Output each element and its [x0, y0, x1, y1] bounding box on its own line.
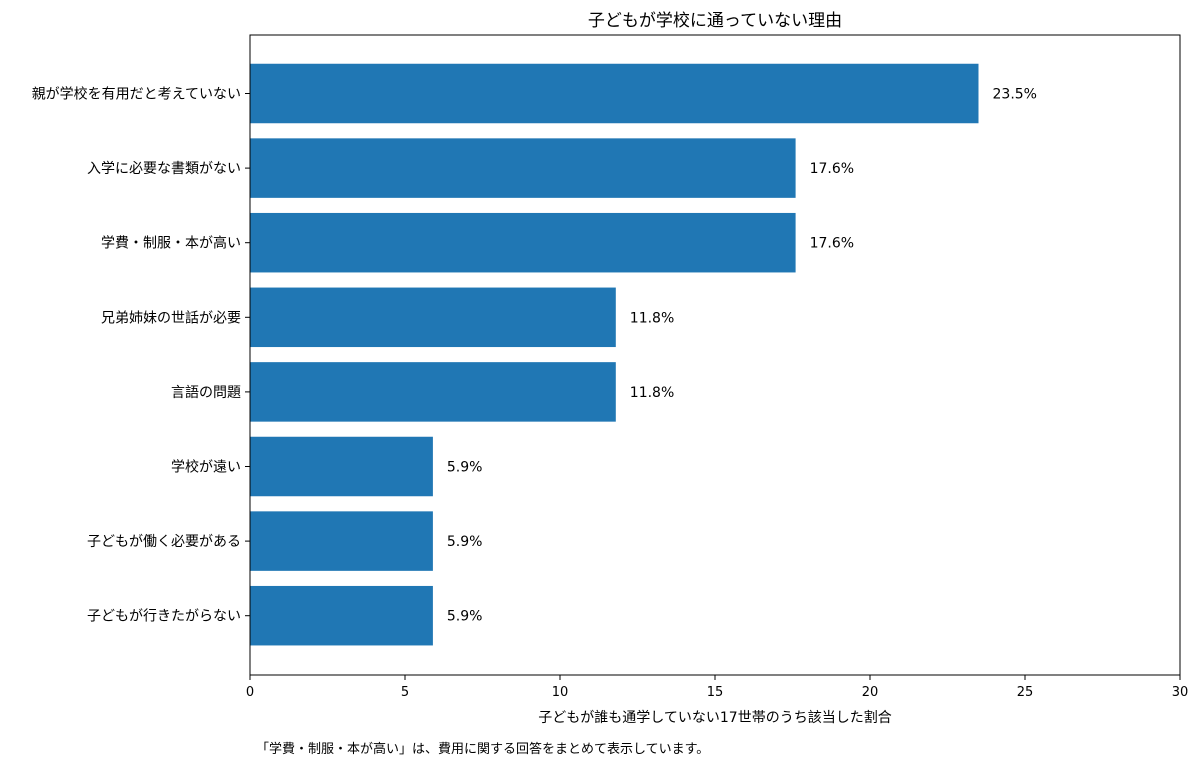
- category-labels: 親が学校を有用だと考えていない入学に必要な書類がない学費・制服・本が高い兄弟姉妹…: [32, 86, 250, 625]
- chart-title: 子どもが学校に通っていない理由: [588, 11, 842, 31]
- bar-6: [250, 436, 433, 497]
- bar-2: [250, 138, 796, 198]
- x-tick-label-10: 10: [552, 685, 569, 700]
- value-label-4: 11.8%: [630, 310, 674, 326]
- value-label-8: 5.9%: [447, 609, 483, 625]
- x-tick-label-20: 20: [862, 685, 879, 700]
- category-label-8: 子どもが行きたがらない: [87, 609, 241, 625]
- bar-7: [250, 511, 433, 571]
- bar-4: [250, 287, 616, 348]
- footnote: 「学費・制服・本が高い」は、費用に関する回答をまとめて表示しています。: [256, 742, 710, 757]
- category-label-7: 子どもが働く必要がある: [87, 534, 241, 550]
- value-label-6: 5.9%: [447, 460, 483, 476]
- category-label-6: 学校が遠い: [171, 459, 241, 476]
- value-label-1: 23.5%: [993, 87, 1037, 103]
- category-label-5: 言語の問題: [171, 385, 241, 401]
- category-label-1: 親が学校を有用だと考えていない: [32, 86, 241, 103]
- value-label-3: 17.6%: [810, 236, 854, 252]
- value-label-2: 17.6%: [810, 161, 854, 177]
- category-label-3: 学費・制服・本が高い: [101, 235, 241, 252]
- x-axis-label: 子どもが誰も通学していない17世帯のうち該当した割合: [538, 709, 891, 726]
- bar-1: [250, 63, 979, 124]
- bar-8: [250, 585, 433, 646]
- bars-layer: 23.5% 17.6% 17.6% 11.8% 11.8% 5.9% 5.9% 5.9%: [250, 63, 1037, 646]
- bar-3: [250, 212, 796, 273]
- x-axis-ticks: 0 5 10 15 20 25 30: [246, 675, 1188, 700]
- category-label-2: 入学に必要な書類がない: [87, 161, 241, 177]
- bar-5: [250, 362, 616, 422]
- x-tick-label-5: 5: [401, 685, 409, 700]
- plot-frame: [249, 34, 1181, 676]
- x-tick-label-0: 0: [246, 685, 254, 700]
- x-tick-label-30: 30: [1172, 685, 1189, 700]
- value-label-7: 5.9%: [447, 534, 483, 550]
- x-tick-label-15: 15: [707, 685, 724, 700]
- value-label-5: 11.8%: [630, 385, 674, 401]
- category-label-4: 兄弟姉妹の世話が必要: [101, 309, 241, 326]
- x-tick-label-25: 25: [1017, 685, 1034, 700]
